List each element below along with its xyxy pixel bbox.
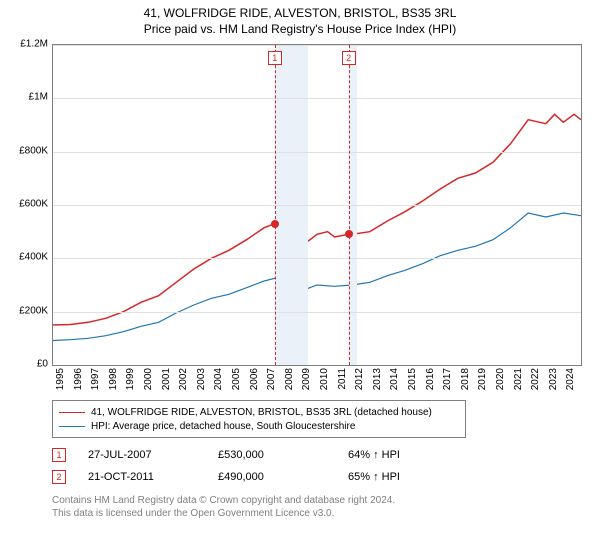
marker-vline [275, 45, 276, 365]
reference-hpi-pct: 65% ↑ HPI [348, 471, 478, 483]
x-axis-label: 1999 [125, 368, 136, 390]
gridline [53, 312, 581, 313]
reference-hpi-pct: 64% ↑ HPI [348, 449, 478, 461]
reference-price: £530,000 [218, 449, 348, 461]
x-axis-label: 2020 [495, 368, 506, 390]
y-axis-label: £600K [0, 199, 48, 210]
x-axis-label: 2019 [477, 368, 488, 390]
x-axis-label: 2000 [143, 368, 154, 390]
reference-price: £490,000 [218, 471, 348, 483]
chart-container: 41, WOLFRIDGE RIDE, ALVESTON, BRISTOL, B… [0, 0, 600, 560]
x-axis-label: 1995 [55, 368, 66, 390]
x-axis-label: 2009 [301, 368, 312, 390]
reference-marker-box: 1 [52, 448, 66, 462]
reference-marker-box: 2 [52, 470, 66, 484]
x-axis-label: 2003 [196, 368, 207, 390]
legend-row: 41, WOLFRIDGE RIDE, ALVESTON, BRISTOL, B… [59, 405, 459, 419]
x-axis-label: 2023 [548, 368, 559, 390]
x-axis-label: 2014 [389, 368, 400, 390]
series-price_paid [53, 114, 581, 325]
x-axis-label: 2005 [231, 368, 242, 390]
chart-subtitle: Price paid vs. HM Land Registry's House … [0, 22, 600, 36]
footer-line-2: This data is licensed under the Open Gov… [52, 507, 395, 520]
reference-date: 21-OCT-2011 [88, 471, 218, 483]
x-axis-label: 2004 [213, 368, 224, 390]
series-hpi [53, 213, 581, 341]
x-axis-label: 2010 [319, 368, 330, 390]
marker-point [345, 230, 353, 238]
marker-label: 2 [342, 51, 356, 65]
x-axis-label: 2013 [372, 368, 383, 390]
x-axis-label: 2011 [337, 368, 348, 390]
y-axis-label: £1.2M [0, 39, 48, 50]
x-axis-label: 2016 [425, 368, 436, 390]
gridline [53, 205, 581, 206]
x-axis-label: 2006 [249, 368, 260, 390]
reference-table: 1 27-JUL-2007£530,00064% ↑ HPI 2 21-OCT-201… [52, 444, 478, 488]
legend-swatch [59, 412, 85, 413]
x-axis-label: 1998 [108, 368, 119, 390]
gridline [53, 98, 581, 99]
plot-area: 12 [52, 44, 582, 366]
x-axis-label: 1996 [73, 368, 84, 390]
reference-row: 2 21-OCT-2011£490,00065% ↑ HPI [52, 466, 478, 488]
y-axis-label: £200K [0, 305, 48, 316]
gridline [53, 152, 581, 153]
chart-area: 12 £0£200K£400K£600K£800K£1M£1.2M1995199… [0, 44, 600, 396]
legend-label: 41, WOLFRIDGE RIDE, ALVESTON, BRISTOL, B… [91, 407, 432, 418]
x-axis-label: 2007 [266, 368, 277, 390]
reference-date: 27-JUL-2007 [88, 449, 218, 461]
footer-line-1: Contains HM Land Registry data © Crown c… [52, 494, 395, 507]
y-axis-label: £1M [0, 92, 48, 103]
legend-label: HPI: Average price, detached house, Sout… [91, 421, 355, 432]
y-axis-label: £0 [0, 359, 48, 370]
x-axis-label: 2002 [178, 368, 189, 390]
legend: 41, WOLFRIDGE RIDE, ALVESTON, BRISTOL, B… [52, 400, 466, 438]
chart-title: 41, WOLFRIDGE RIDE, ALVESTON, BRISTOL, B… [0, 6, 600, 20]
legend-swatch [59, 426, 85, 427]
gridline [53, 258, 581, 259]
gridline [53, 45, 581, 46]
reference-row: 1 27-JUL-2007£530,00064% ↑ HPI [52, 444, 478, 466]
x-axis-label: 1997 [90, 368, 101, 390]
x-axis-label: 2021 [513, 368, 524, 390]
x-axis-label: 2017 [442, 368, 453, 390]
legend-row: HPI: Average price, detached house, Sout… [59, 419, 459, 433]
x-axis-label: 2024 [565, 368, 576, 390]
x-axis-label: 2018 [460, 368, 471, 390]
x-axis-label: 2022 [530, 368, 541, 390]
x-axis-label: 2012 [354, 368, 365, 390]
marker-label: 1 [268, 51, 282, 65]
y-axis-label: £800K [0, 145, 48, 156]
x-axis-label: 2015 [407, 368, 418, 390]
marker-point [271, 220, 279, 228]
x-axis-label: 2001 [161, 368, 172, 390]
footer-attribution: Contains HM Land Registry data © Crown c… [52, 494, 395, 520]
title-area: 41, WOLFRIDGE RIDE, ALVESTON, BRISTOL, B… [0, 0, 600, 36]
x-axis-label: 2008 [284, 368, 295, 390]
y-axis-label: £400K [0, 252, 48, 263]
marker-vline [349, 45, 350, 365]
